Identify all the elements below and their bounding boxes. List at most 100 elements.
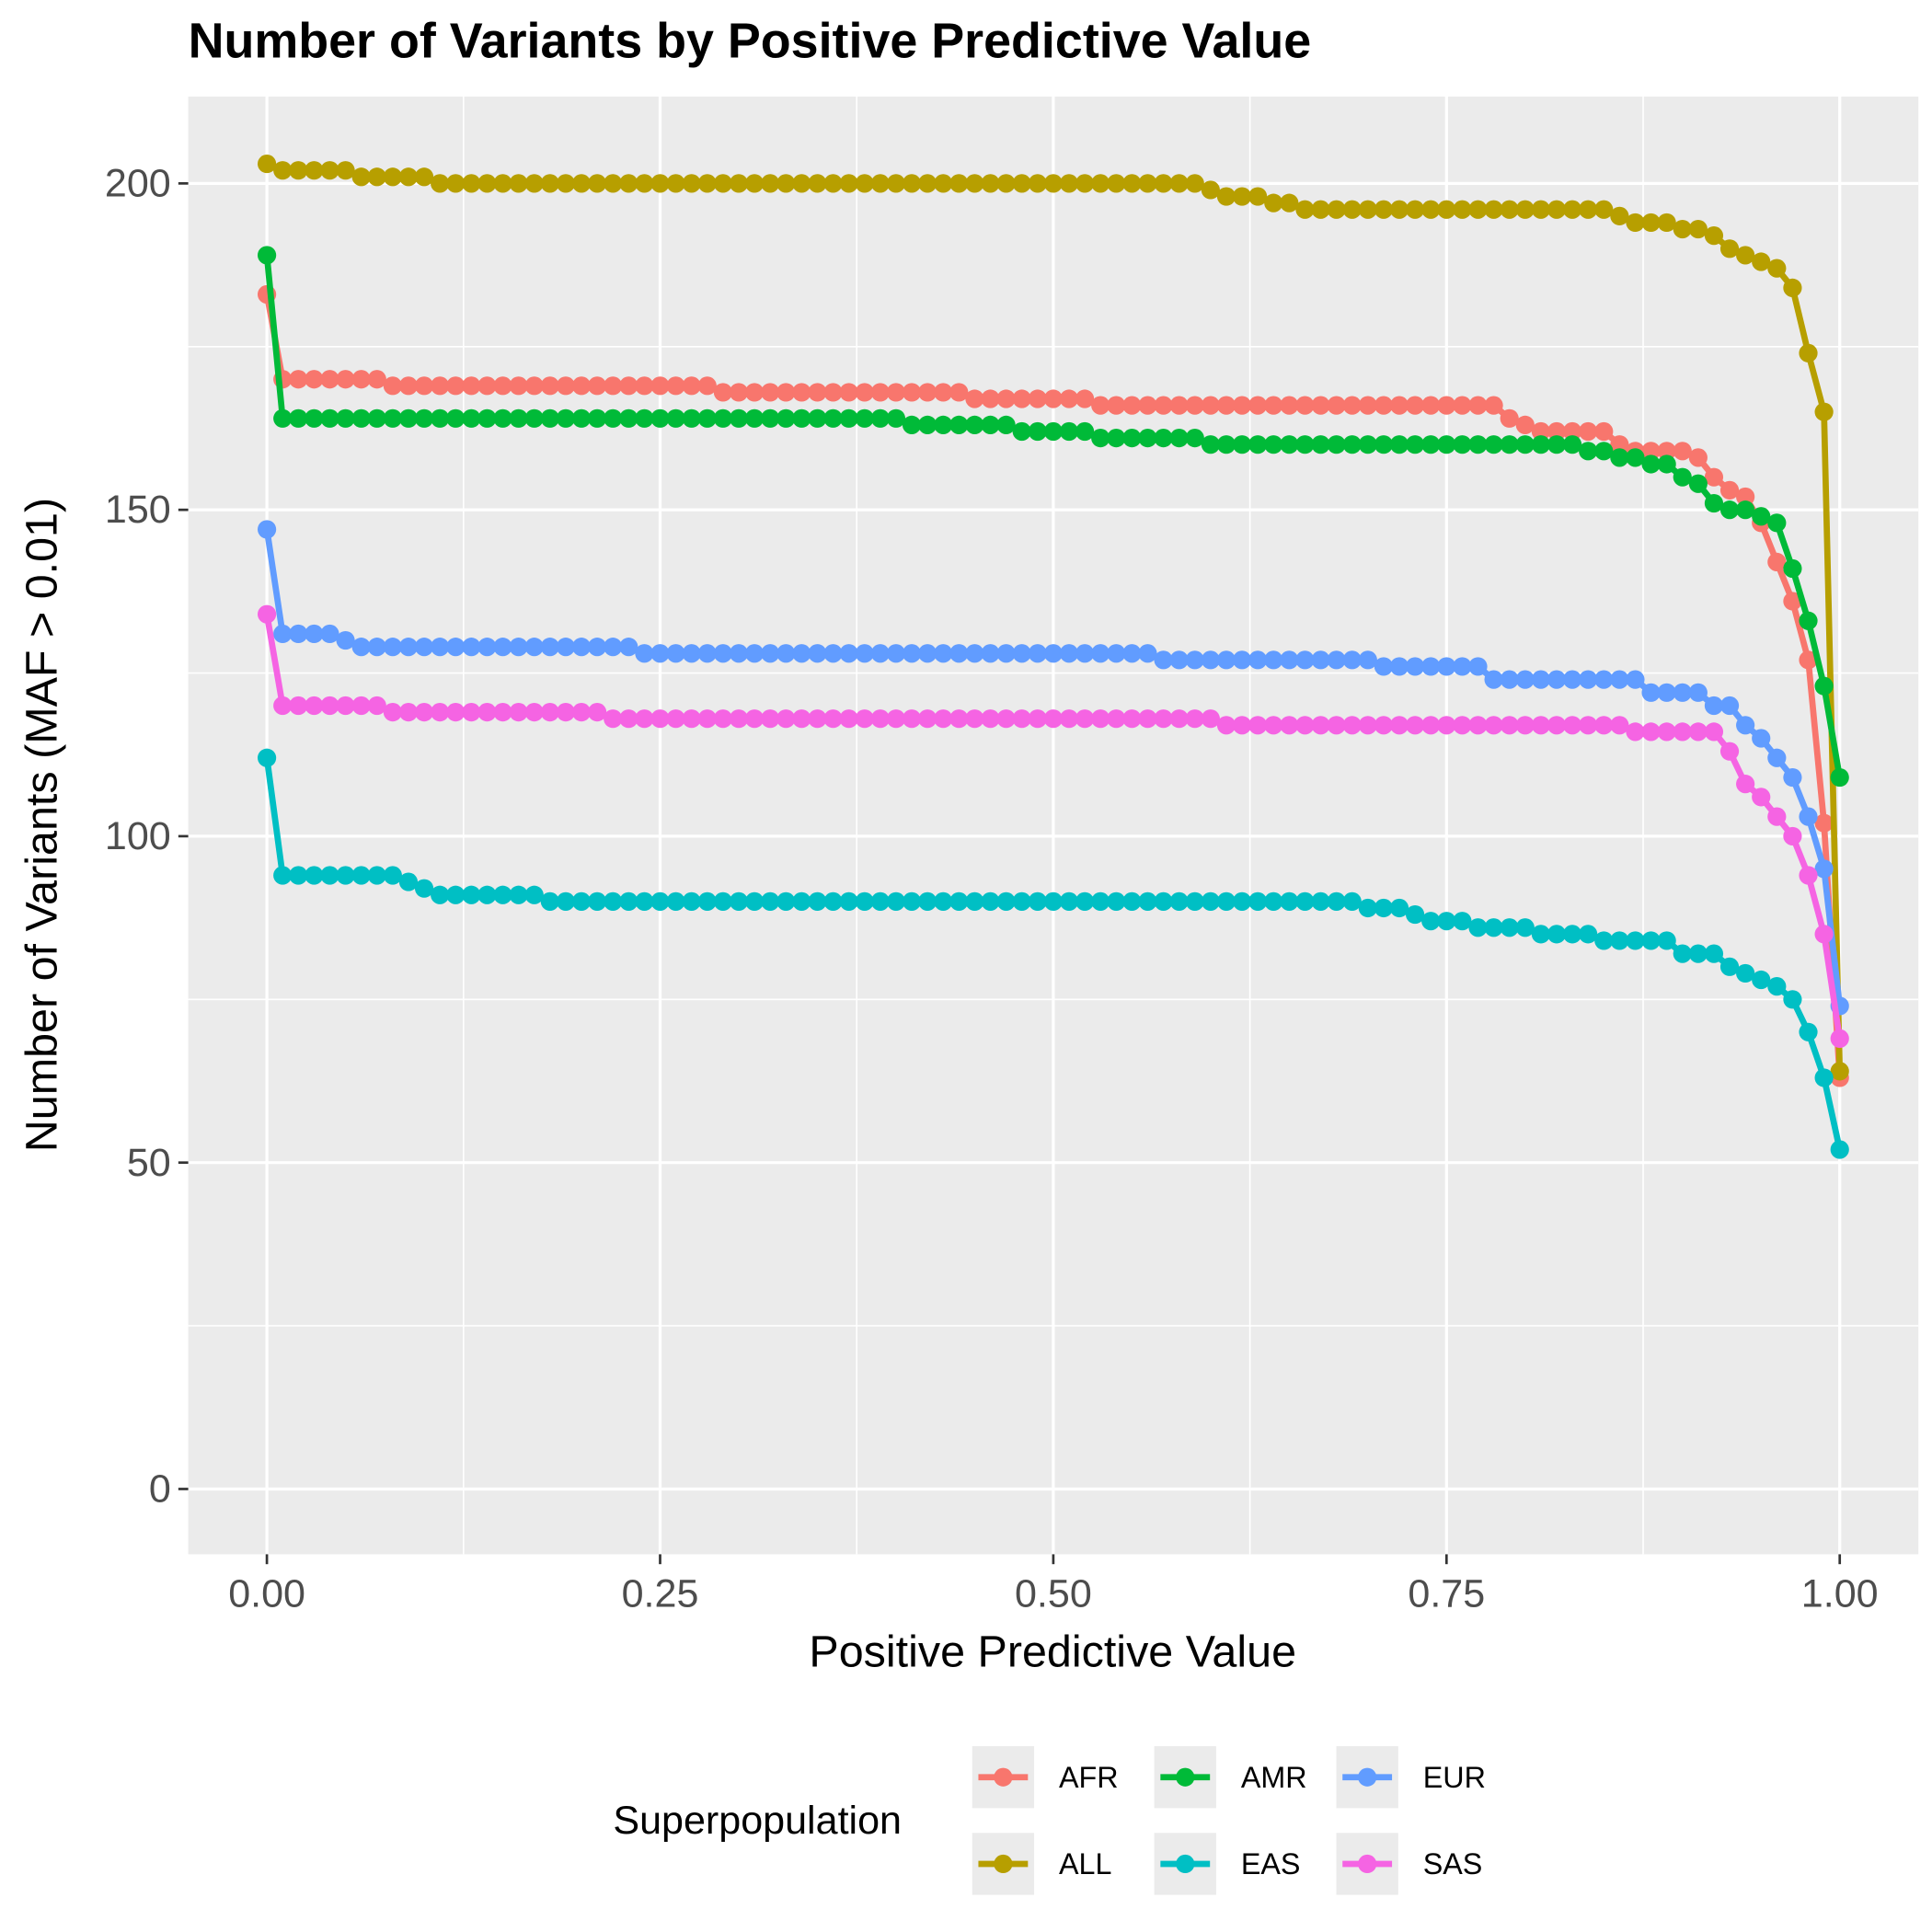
data-point [1610, 716, 1629, 735]
data-point [886, 709, 906, 729]
data-point [1311, 396, 1330, 415]
data-point [367, 638, 386, 657]
legend-swatch [1176, 1767, 1195, 1787]
data-point [1752, 507, 1771, 526]
data-point [1453, 200, 1472, 219]
data-point [1107, 174, 1126, 193]
data-point [1374, 396, 1394, 415]
data-point [949, 415, 969, 434]
data-point [1814, 402, 1834, 421]
data-point [289, 408, 308, 428]
data-point [619, 709, 638, 729]
data-point [1091, 709, 1110, 729]
data-point [524, 885, 544, 904]
data-point [1500, 200, 1519, 219]
data-point [1232, 396, 1252, 415]
data-point [477, 174, 497, 193]
data-point [1562, 925, 1582, 944]
data-point [965, 644, 984, 663]
data-point [604, 638, 623, 657]
data-point [398, 167, 419, 187]
data-point [1327, 891, 1346, 911]
data-point [761, 709, 780, 729]
data-point [509, 885, 528, 904]
data-point [1075, 421, 1095, 442]
data-point [1280, 716, 1299, 735]
data-point [1264, 716, 1283, 735]
data-point [870, 174, 890, 193]
data-point [870, 644, 890, 663]
data-point [1138, 891, 1157, 911]
data-point [1059, 709, 1079, 729]
data-point [934, 383, 953, 402]
data-point [666, 709, 685, 729]
data-point [729, 709, 749, 729]
data-point [761, 383, 780, 402]
legend-label: ALL [1059, 1847, 1111, 1880]
data-point [1468, 396, 1488, 415]
data-point [1421, 435, 1441, 454]
data-point [1374, 716, 1394, 735]
data-point [398, 376, 419, 396]
data-point [1814, 676, 1834, 696]
data-point [1028, 174, 1047, 193]
data-point [1216, 891, 1236, 911]
data-point [886, 174, 906, 193]
data-point [870, 891, 890, 911]
data-point [1043, 421, 1063, 442]
data-point [776, 891, 796, 911]
data-point [1719, 500, 1740, 520]
data-point [273, 408, 293, 428]
data-point [1453, 912, 1472, 931]
data-point [1484, 396, 1503, 415]
data-point [1688, 448, 1708, 467]
data-point [1626, 448, 1645, 467]
data-point [1657, 442, 1676, 461]
data-point [1783, 592, 1802, 611]
data-point [1311, 650, 1330, 670]
data-point [1043, 709, 1063, 729]
data-point [713, 383, 732, 402]
data-point [1107, 396, 1126, 415]
data-point [635, 644, 654, 663]
data-point [477, 885, 497, 904]
data-point [1216, 435, 1236, 454]
data-point [1767, 552, 1787, 572]
data-point [619, 174, 638, 193]
data-point [1327, 200, 1346, 219]
data-point [1091, 891, 1110, 911]
data-point [1688, 474, 1708, 493]
data-point [1389, 396, 1409, 415]
data-point [1814, 925, 1834, 944]
data-point [1201, 180, 1220, 200]
data-point [1012, 644, 1031, 663]
data-point [1295, 435, 1315, 454]
data-point [414, 703, 434, 722]
data-point [1358, 200, 1377, 219]
x-tick-label: 0.00 [228, 1572, 305, 1616]
data-point [1610, 206, 1629, 225]
data-point [1264, 396, 1283, 415]
data-point [1468, 657, 1488, 676]
data-point [792, 408, 811, 428]
data-point [1122, 709, 1142, 729]
data-point [336, 161, 355, 180]
data-point [1626, 931, 1645, 950]
data-point [1374, 898, 1394, 918]
data-point [792, 891, 811, 911]
data-point [1688, 683, 1708, 702]
data-point [320, 370, 339, 389]
data-point [823, 174, 843, 193]
data-point [1264, 193, 1283, 213]
data-point [1641, 454, 1661, 474]
data-point [1389, 435, 1409, 454]
data-point [493, 376, 512, 396]
data-point [682, 709, 701, 729]
data-point [1091, 174, 1110, 193]
data-point [1688, 722, 1708, 742]
data-point [808, 408, 827, 428]
data-point [588, 408, 607, 428]
data-point [1437, 396, 1456, 415]
data-point [1626, 722, 1645, 742]
data-point [462, 885, 481, 904]
